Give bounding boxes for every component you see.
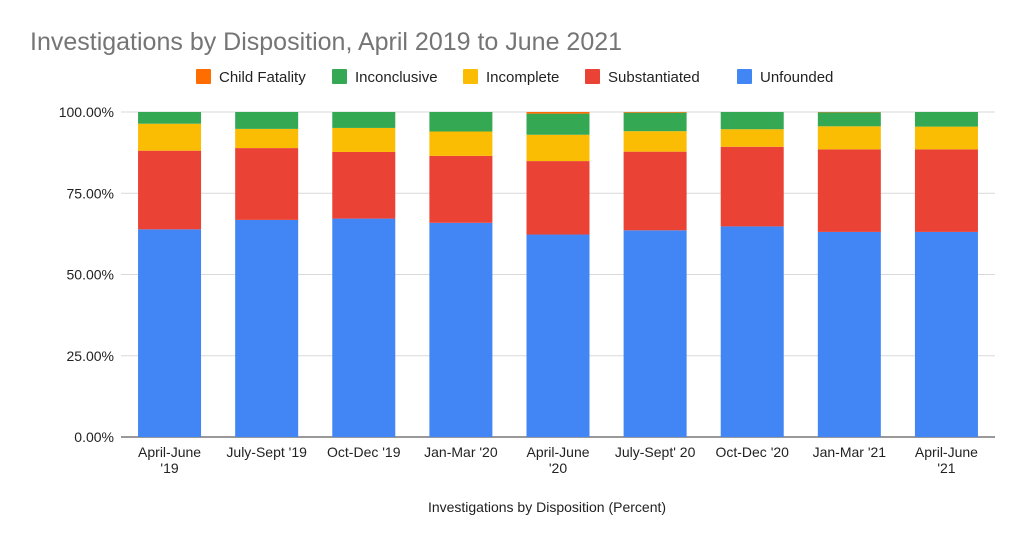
bar-segment-inconclusive [623,112,687,132]
bar-segment-inconclusive [720,112,784,130]
bar-segment-incomplete [720,129,784,147]
bar-segment-substantiated [138,150,202,230]
x-tick-label: April-June '20 [526,444,589,476]
bar-segment-incomplete [429,131,493,156]
bar-segment-incomplete [138,123,202,151]
bar-segment-inconclusive [235,112,299,129]
bar-segment-substantiated [429,155,493,223]
x-tick-label: Jan-Mar '21 [813,444,887,460]
legend-swatch [196,69,211,84]
x-axis: April-June '19 July-Sept '19 Oct-Dec '19 Jan… [138,444,978,476]
bar-segment-substantiated [720,146,784,227]
legend-label: Child Fatality [219,69,306,86]
legend-label: Incomplete [486,69,559,86]
y-tick-label: 0.00% [74,429,114,445]
legend-swatch [463,69,478,84]
y-tick-label: 100.00% [59,104,114,120]
chart-title: Investigations by Disposition, April 201… [30,28,622,56]
bar-segment-unfounded [914,231,978,437]
bar-segment-unfounded [720,226,784,437]
x-tick-label: Oct-Dec '20 [715,444,789,460]
bar-segment-incomplete [332,127,396,152]
y-tick-label: 50.00% [67,267,114,283]
x-tick-label: April-June '19 [138,444,201,476]
legend-swatch [737,69,752,84]
bar-segment-inconclusive [429,112,493,132]
bar-segment-incomplete [623,131,687,152]
bar-segment-substantiated [914,149,978,232]
x-axis-title: Investigations by Disposition (Percent) [428,499,666,515]
y-axis: 0.00% 25.00% 50.00% 75.00% 100.00% [59,104,114,445]
bar-segment-unfounded [817,231,881,437]
bar-segment-unfounded [526,234,590,437]
bar-segment-substantiated [526,161,590,235]
x-tick-label: July-Sept' 20 [615,444,696,460]
bar-segment-incomplete [235,128,299,149]
legend-label: Inconclusive [355,69,438,86]
bar-segment-substantiated [623,151,687,231]
bar-segment-unfounded [623,230,687,437]
legend-label: Substantiated [608,69,700,86]
bar-segment-substantiated [817,149,881,232]
x-tick-label: July-Sept '19 [226,444,307,460]
bar-segment-inconclusive [914,112,978,127]
legend-swatch [332,69,347,84]
bar-segment-incomplete [526,134,590,162]
bars [138,112,978,437]
y-tick-label: 25.00% [67,348,114,364]
bar-segment-unfounded [332,218,396,437]
bar-segment-inconclusive [526,113,590,135]
x-tick-label: Oct-Dec '19 [327,444,401,460]
legend: Child Fatality Inconclusive Incomplete Subs… [196,69,833,86]
bar-segment-inconclusive [332,112,396,128]
bar-segment-child-fatality [623,112,687,113]
legend-label: Unfounded [760,69,833,86]
x-tick-label: Jan-Mar '20 [424,444,498,460]
bar-segment-unfounded [138,229,202,437]
bar-segment-substantiated [235,148,299,220]
bar-segment-substantiated [332,151,396,219]
y-tick-label: 75.00% [67,185,114,201]
bar-segment-inconclusive [138,112,202,124]
bar-segment-inconclusive [817,112,881,127]
bar-segment-child-fatality [526,112,590,114]
bar-segment-unfounded [429,222,493,437]
bar-segment-unfounded [235,219,299,437]
x-tick-label: April-June '21 [915,444,978,476]
bar-segment-incomplete [914,126,978,150]
bar-segment-incomplete [817,126,881,150]
legend-swatch [585,69,600,84]
